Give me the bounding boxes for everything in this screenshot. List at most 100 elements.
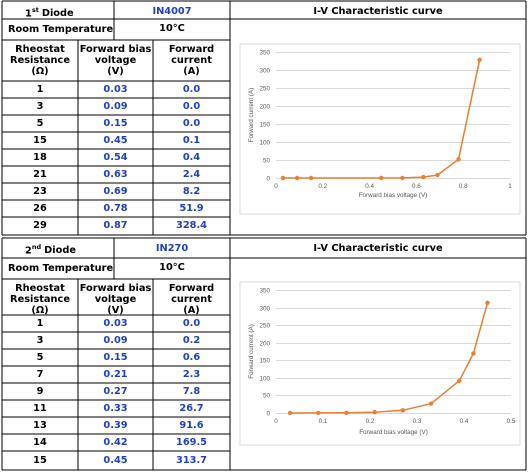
chart-frame <box>239 281 521 446</box>
x-tick-label: 0.5 <box>507 418 516 425</box>
voltage-cell: 0.21 <box>103 368 128 380</box>
current-cell: 2.3 <box>182 368 201 380</box>
diode-label: 1st Diode <box>25 7 74 19</box>
data-point <box>421 174 426 180</box>
resistance-cell: 21 <box>33 168 47 180</box>
data-point <box>428 401 434 406</box>
resistance-cell: 7 <box>36 368 44 380</box>
resistance-cell: 15 <box>33 454 47 466</box>
diode-word: Diode <box>41 8 74 20</box>
room-temperature-value: 10°C <box>159 23 185 34</box>
y-tick-label: 250 <box>259 86 270 93</box>
y-tick-label: 50 <box>263 158 271 165</box>
chart-heading: I-V Characteristic curve <box>313 243 443 254</box>
resistance-cell: 14 <box>33 436 47 448</box>
current-cell: 91.6 <box>179 419 204 431</box>
diode-model: IN4007 <box>152 6 192 17</box>
current-cell: 0.2 <box>182 334 201 346</box>
current-cell: 2.4 <box>182 168 201 180</box>
y-tick-label: 150 <box>259 122 270 129</box>
data-point <box>287 410 293 416</box>
y-tick-label: 100 <box>259 376 270 383</box>
resistance-header: Rheostat Resistance (Ω) <box>10 283 70 316</box>
resistance-cell: 15 <box>33 134 47 146</box>
voltage-cell: 0.63 <box>103 168 128 180</box>
x-axis-title: Forward bias voltage (V) <box>359 192 428 199</box>
x-tick-label: 0.2 <box>318 183 327 190</box>
room-temperature-label: Room Temperature <box>8 24 114 35</box>
data-point <box>294 175 300 181</box>
current-cell: 0.0 <box>182 317 201 329</box>
current-cell: 328.4 <box>176 220 207 231</box>
voltage-cell: 0.87 <box>103 220 128 231</box>
diode-model: IN270 <box>155 243 189 254</box>
chart-frame <box>239 43 521 215</box>
voltage-cell: 0.33 <box>103 402 128 414</box>
y-tick-label: 350 <box>259 288 270 295</box>
resistance-header: Rheostat Resistance (Ω) <box>10 44 70 77</box>
data-point <box>379 175 384 181</box>
y-tick-label: 300 <box>259 306 270 313</box>
data-point <box>280 175 286 181</box>
diode-ordinal: 1 <box>25 8 32 20</box>
x-tick-label: 0 <box>274 183 278 190</box>
current-cell: 8.2 <box>182 185 201 197</box>
x-tick-label: 0.4 <box>460 418 469 425</box>
current-cell: 0.6 <box>182 351 201 363</box>
current-cell: 0.0 <box>182 83 201 95</box>
resistance-cell: 3 <box>36 334 44 346</box>
voltage-cell: 0.78 <box>103 202 128 214</box>
current-cell: 0.0 <box>182 117 201 129</box>
resistance-cell: 23 <box>33 185 47 197</box>
resistance-cell: 11 <box>33 402 47 414</box>
voltage-cell: 0.45 <box>103 134 128 146</box>
y-tick-label: 150 <box>259 358 270 365</box>
data-point <box>457 378 462 383</box>
voltage-cell: 0.45 <box>103 454 128 466</box>
y-tick-label: 0 <box>266 176 270 183</box>
data-point <box>477 57 482 62</box>
y-tick-label: 250 <box>259 323 270 330</box>
diode-ordinal-suffix: st <box>31 6 39 14</box>
iv-chart-2: 0 50 100 150 200 250 300 350 0 0.1 0.2 0.3 0.4 0.5 For… <box>239 281 521 446</box>
diode-ordinal-suffix: nd <box>31 243 42 251</box>
y-tick-label: 200 <box>259 341 270 348</box>
voltage-cell: 0.15 <box>103 351 128 363</box>
resistance-cell: 9 <box>36 385 44 397</box>
voltage-cell: 0.27 <box>103 385 128 397</box>
current-cell: 313.7 <box>176 454 207 466</box>
diode-label: 2nd Diode <box>25 244 76 256</box>
voltage-cell: 0.39 <box>103 419 128 431</box>
resistance-cell: 26 <box>33 202 47 214</box>
current-cell: 51.9 <box>179 202 204 214</box>
x-tick-label: 1 <box>508 183 512 190</box>
y-axis-title: Forward current (A) <box>248 324 255 379</box>
voltage-cell: 0.09 <box>103 100 128 112</box>
resistance-cell: 3 <box>36 100 44 112</box>
data-point <box>308 175 314 181</box>
voltage-cell: 0.09 <box>103 334 128 346</box>
resistance-cell: 5 <box>36 351 44 363</box>
room-temperature-value: 10°C <box>159 262 185 273</box>
current-cell: 0.4 <box>182 151 201 163</box>
data-point <box>316 410 321 416</box>
resistance-cell: 1 <box>36 317 44 329</box>
data-point <box>400 175 405 181</box>
data-point <box>485 300 490 305</box>
y-tick-label: 50 <box>263 393 271 400</box>
current-header: Forward current (A) <box>168 44 215 77</box>
current-cell: 0.1 <box>182 134 201 146</box>
voltage-cell: 0.69 <box>103 185 128 197</box>
current-cell: 26.7 <box>179 402 204 414</box>
current-cell: 0.0 <box>182 100 201 112</box>
y-tick-label: 0 <box>266 411 270 418</box>
y-tick-label: 100 <box>259 140 270 147</box>
x-tick-label: 0.2 <box>366 418 375 425</box>
voltage-cell: 0.42 <box>103 436 128 448</box>
x-axis-title: Forward bias voltage (V) <box>359 429 428 436</box>
current-header: Forward current (A) <box>168 283 215 316</box>
resistance-cell: 5 <box>36 117 44 129</box>
room-temperature-label: Room Temperature <box>8 263 114 274</box>
